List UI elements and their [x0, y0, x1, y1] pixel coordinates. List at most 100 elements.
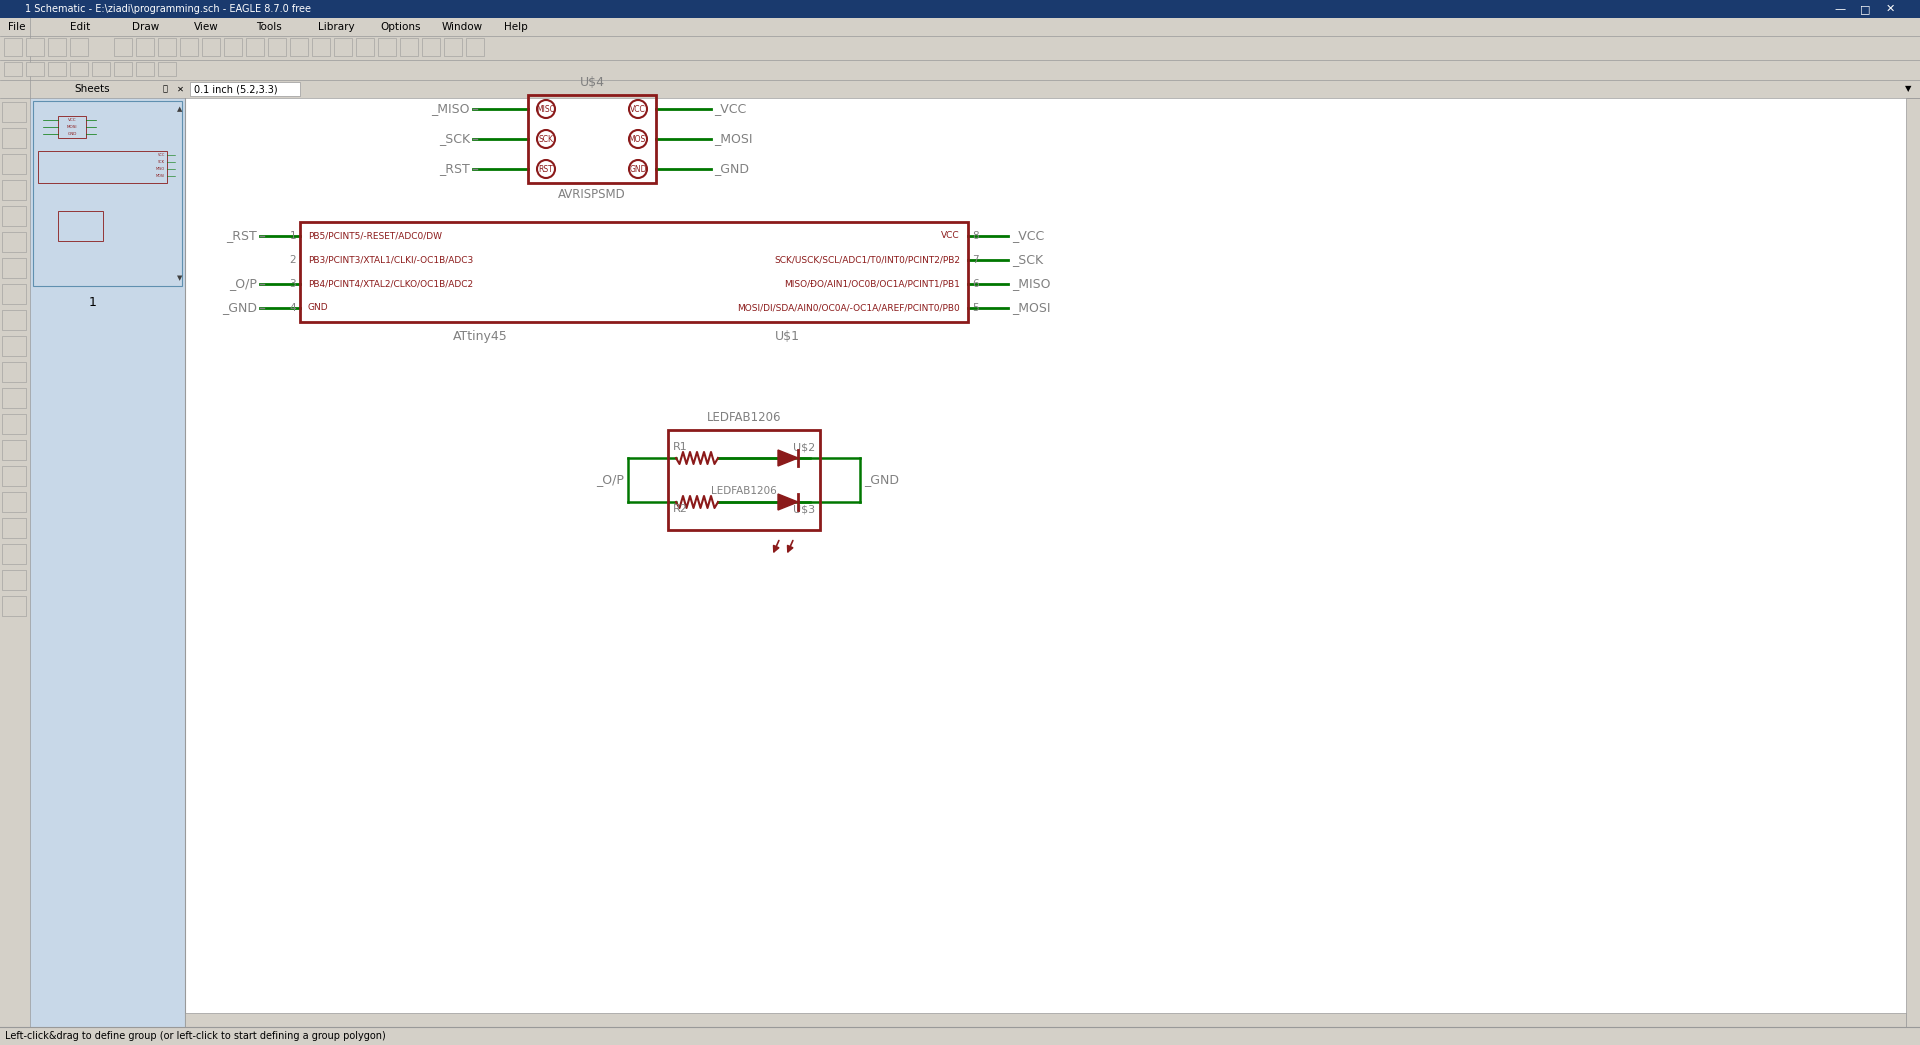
Bar — [113, 38, 132, 56]
Bar — [225, 38, 242, 56]
Text: 8: 8 — [972, 231, 979, 241]
Bar — [2, 544, 27, 564]
Text: SCK/USCK/SCL/ADC1/T0/INT0/PCINT2/PB2: SCK/USCK/SCL/ADC1/T0/INT0/PCINT2/PB2 — [774, 255, 960, 264]
Bar — [33, 101, 182, 286]
Text: 0.1 inch (5.2,3.3): 0.1 inch (5.2,3.3) — [194, 84, 278, 94]
Bar — [355, 38, 374, 56]
Polygon shape — [778, 450, 799, 466]
Bar — [2, 154, 27, 175]
Text: Tools: Tools — [255, 22, 282, 32]
Text: _O/P: _O/P — [228, 278, 257, 291]
Bar — [0, 80, 1920, 98]
Text: _GND: _GND — [223, 302, 257, 315]
Bar — [0, 60, 1920, 80]
Bar — [528, 95, 657, 183]
Bar — [311, 38, 330, 56]
Text: 3: 3 — [290, 279, 296, 289]
Text: MISO: MISO — [156, 167, 165, 171]
Text: ✕: ✕ — [1885, 4, 1895, 14]
Bar — [246, 38, 265, 56]
Bar — [69, 62, 88, 76]
Bar — [668, 429, 820, 530]
Text: GND: GND — [67, 132, 77, 136]
Bar — [2, 466, 27, 486]
Bar — [2, 492, 27, 512]
Text: 7: 7 — [972, 255, 979, 265]
Text: _MISO: _MISO — [1012, 278, 1050, 291]
Text: Library: Library — [319, 22, 355, 32]
Bar — [2, 284, 27, 304]
Bar — [0, 18, 1920, 36]
Text: MISO/ÐO/AIN1/OC0B/OC1A/PCINT1/PB1: MISO/ÐO/AIN1/OC0B/OC1A/PCINT1/PB1 — [783, 279, 960, 288]
Text: _VCC: _VCC — [714, 102, 747, 116]
Bar — [2, 388, 27, 408]
Text: U$3: U$3 — [793, 504, 814, 514]
Text: File: File — [8, 22, 25, 32]
Bar — [157, 38, 177, 56]
Bar — [1907, 98, 1920, 1027]
Text: PB3/PCINT3/XTAL1/CLKI/-OC1B/ADC3: PB3/PCINT3/XTAL1/CLKI/-OC1B/ADC3 — [307, 255, 472, 264]
Bar — [2, 596, 27, 616]
Text: 1: 1 — [88, 296, 96, 309]
Text: PB5/PCINT5/-RESET/ADC0/DW: PB5/PCINT5/-RESET/ADC0/DW — [307, 232, 442, 240]
Bar — [0, 0, 1920, 18]
Bar — [184, 98, 1920, 1027]
Text: R2: R2 — [674, 504, 687, 514]
Text: _MISO: _MISO — [432, 102, 470, 116]
Text: _O/P: _O/P — [595, 473, 624, 487]
Bar — [290, 38, 307, 56]
Text: AVRISPSMD: AVRISPSMD — [559, 188, 626, 201]
Bar — [2, 127, 27, 148]
Bar — [31, 98, 184, 1027]
Text: ✕: ✕ — [177, 85, 184, 93]
Bar — [2, 310, 27, 330]
Bar — [48, 62, 65, 76]
Bar — [38, 150, 167, 183]
Text: _MOSI: _MOSI — [714, 133, 753, 145]
Bar — [0, 98, 31, 1027]
Text: MOSI: MOSI — [156, 175, 165, 178]
Bar — [58, 211, 104, 241]
Bar — [269, 38, 286, 56]
Bar — [0, 1027, 1920, 1045]
Bar — [69, 38, 88, 56]
Bar — [180, 38, 198, 56]
Text: _RST: _RST — [227, 230, 257, 242]
Text: VCC: VCC — [157, 153, 165, 157]
Text: U$1: U$1 — [776, 330, 801, 343]
Text: SCK: SCK — [157, 160, 165, 164]
Text: 1: 1 — [290, 231, 296, 241]
Text: MOSI/DI/SDA/AIN0/OC0A/-OC1A/AREF/PCINT0/PB0: MOSI/DI/SDA/AIN0/OC0A/-OC1A/AREF/PCINT0/… — [737, 303, 960, 312]
Bar — [0, 36, 1920, 60]
Bar — [2, 206, 27, 226]
Text: Window: Window — [442, 22, 484, 32]
Text: 6: 6 — [972, 279, 979, 289]
Bar — [422, 38, 440, 56]
Bar — [136, 62, 154, 76]
Text: Edit: Edit — [69, 22, 90, 32]
Text: U$4: U$4 — [580, 76, 605, 89]
Bar — [4, 38, 21, 56]
Text: Left-click&drag to define group (or left-click to start defining a group polygon: Left-click&drag to define group (or left… — [6, 1031, 386, 1041]
Bar — [58, 116, 86, 138]
Polygon shape — [778, 494, 799, 510]
Text: 2: 2 — [290, 255, 296, 265]
Text: VCC: VCC — [67, 118, 77, 122]
Text: RST: RST — [540, 164, 553, 173]
Text: 📌: 📌 — [163, 85, 169, 93]
Text: GND: GND — [307, 303, 328, 312]
Text: ▼: ▼ — [1905, 85, 1910, 93]
Bar — [2, 518, 27, 538]
Bar — [48, 38, 65, 56]
Text: 5: 5 — [972, 303, 979, 313]
Bar — [4, 62, 21, 76]
Bar — [2, 414, 27, 434]
Text: Help: Help — [503, 22, 528, 32]
Text: ATtiny45: ATtiny45 — [453, 330, 507, 343]
Text: PB4/PCINT4/XTAL2/CLKO/OC1B/ADC2: PB4/PCINT4/XTAL2/CLKO/OC1B/ADC2 — [307, 279, 472, 288]
Text: _GND: _GND — [714, 163, 749, 176]
Bar — [2, 362, 27, 382]
Text: LEDFAB1206: LEDFAB1206 — [707, 411, 781, 424]
Bar — [157, 62, 177, 76]
Text: _GND: _GND — [864, 473, 899, 487]
